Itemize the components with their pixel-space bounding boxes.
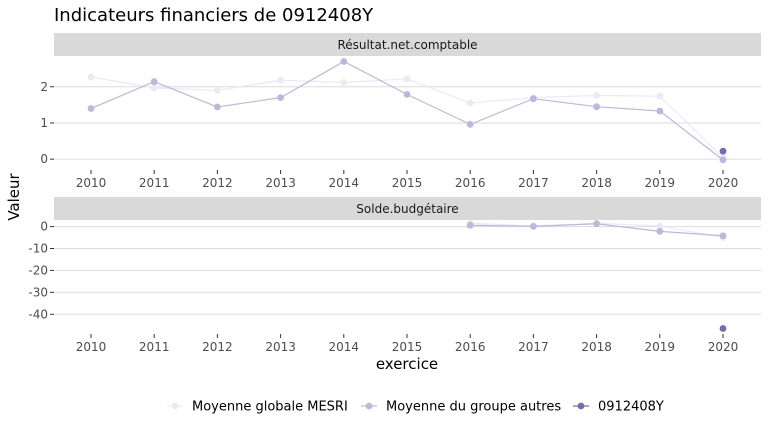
- x-tick-label: 2011: [139, 340, 170, 354]
- data-point: [466, 221, 474, 229]
- panel-strip: [54, 33, 761, 56]
- x-tick-label: 2014: [329, 340, 360, 354]
- x-tick-label: 2013: [265, 340, 296, 354]
- x-tick-label: 2013: [265, 176, 296, 190]
- data-point: [593, 220, 600, 228]
- data-point: [150, 78, 158, 86]
- legend-item: Moyenne globale MESRI: [167, 400, 348, 415]
- x-tick-label: 2015: [392, 340, 423, 354]
- legend-label: 0912408Y: [598, 400, 664, 415]
- y-tick-label: -40: [28, 307, 48, 321]
- data-point: [150, 84, 158, 92]
- panel-2: Solde.budgétaire 0 -10 -20 -30 -40 2010 2011 201…: [28, 197, 761, 354]
- panel-strip: [54, 197, 761, 220]
- legend-key-point: [171, 402, 179, 410]
- legend: Moyenne globale MESRI Moyenne du groupe a…: [167, 400, 664, 415]
- y-tick-label: 0: [40, 220, 48, 234]
- x-tick-label: 2010: [76, 176, 107, 190]
- x-tick-label: 2018: [581, 340, 612, 354]
- x-tick-label: 2019: [645, 340, 676, 354]
- data-point: [87, 73, 95, 81]
- legend-key-point: [577, 402, 585, 410]
- data-point: [719, 156, 727, 164]
- data-point: [719, 232, 727, 240]
- data-point: [403, 90, 411, 98]
- x-tick-label: 2016: [455, 176, 486, 190]
- data-point: [719, 325, 727, 332]
- series-0912408y: [719, 147, 727, 155]
- data-point: [87, 105, 95, 112]
- series-line: [90, 76, 724, 158]
- y-axis-title: Valeur: [5, 172, 23, 220]
- data-point: [340, 58, 348, 65]
- x-tick-label: 2020: [708, 340, 739, 354]
- series-moyenne-du-groupe-autres: [87, 58, 727, 164]
- data-point: [656, 222, 664, 230]
- x-tick-label: 2011: [139, 176, 170, 190]
- x-tick-label: 2014: [329, 176, 360, 190]
- data-point: [277, 94, 284, 102]
- x-tick-label: 2017: [518, 176, 549, 190]
- y-tick-label: -30: [28, 285, 48, 299]
- data-point: [530, 222, 537, 230]
- x-tick-label: 2010: [76, 340, 107, 354]
- chart-title: Indicateurs financiers de 0912408Y: [54, 5, 374, 26]
- x-tick-label: 2015: [392, 176, 423, 190]
- legend-item: 0912408Y: [573, 400, 664, 415]
- data-point: [277, 76, 284, 84]
- data-point: [530, 95, 537, 103]
- panel-strip-label: Solde.budgétaire: [356, 202, 458, 216]
- series-moyenne-du-groupe-autres: [466, 220, 727, 240]
- panel-1: Résultat.net.comptable 0 1 2 2010 2011 2012 201…: [40, 33, 761, 190]
- y-tick-label: 2: [40, 80, 48, 94]
- data-point: [593, 92, 600, 99]
- x-tick-label: 2017: [518, 340, 549, 354]
- series-0912408y: [719, 325, 727, 332]
- data-point: [403, 75, 411, 83]
- x-tick-label: 2020: [708, 176, 739, 190]
- x-tick-label: 2012: [202, 340, 233, 354]
- data-point: [466, 99, 474, 107]
- legend-key-point: [365, 402, 373, 410]
- data-point: [340, 79, 348, 86]
- legend-label: Moyenne du groupe autres: [386, 400, 561, 415]
- y-tick-label: -10: [28, 242, 48, 256]
- x-tick-label: 2012: [202, 176, 233, 190]
- data-point: [656, 92, 664, 100]
- x-tick-label: 2019: [645, 176, 676, 190]
- y-tick-label: 0: [40, 152, 48, 166]
- x-axis-title: exercice: [376, 355, 438, 373]
- x-tick-label: 2016: [455, 340, 486, 354]
- data-point: [656, 228, 664, 235]
- y-tick-label: -20: [28, 263, 48, 277]
- data-point: [214, 86, 221, 94]
- data-point: [214, 103, 221, 111]
- y-tick-label: 1: [40, 116, 48, 130]
- data-point: [466, 121, 474, 128]
- legend-item: Moyenne du groupe autres: [361, 400, 561, 415]
- data-point: [719, 147, 727, 155]
- data-point: [593, 103, 600, 111]
- legend-label: Moyenne globale MESRI: [192, 400, 348, 415]
- panel-strip-label: Résultat.net.comptable: [337, 38, 477, 52]
- data-point: [656, 107, 664, 115]
- x-tick-label: 2018: [581, 176, 612, 190]
